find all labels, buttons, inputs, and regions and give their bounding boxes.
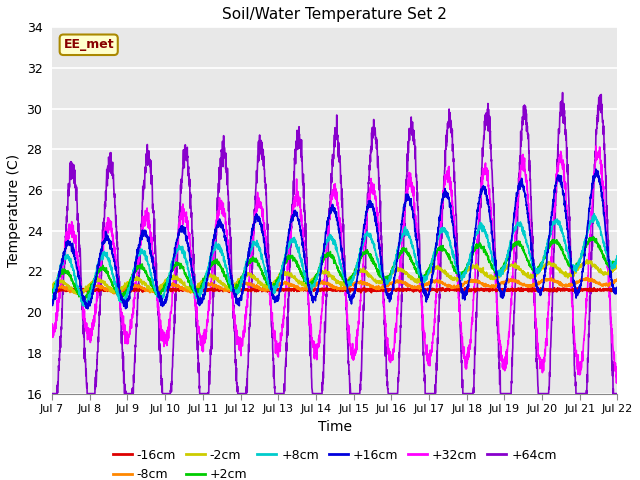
+8cm bbox=[265, 285, 273, 291]
+16cm bbox=[84, 306, 92, 312]
-8cm bbox=[290, 284, 298, 289]
-8cm bbox=[603, 280, 611, 286]
-16cm bbox=[290, 287, 298, 293]
Line: -8cm: -8cm bbox=[52, 277, 618, 294]
+32cm bbox=[603, 241, 611, 247]
-8cm bbox=[147, 289, 154, 295]
-8cm bbox=[72, 291, 80, 297]
+32cm bbox=[614, 375, 621, 381]
X-axis label: Time: Time bbox=[318, 420, 352, 433]
-2cm bbox=[265, 283, 273, 289]
-2cm bbox=[147, 286, 154, 292]
-16cm bbox=[113, 286, 120, 292]
-16cm bbox=[603, 288, 611, 293]
-8cm bbox=[265, 287, 273, 293]
+64cm bbox=[113, 236, 120, 242]
-2cm bbox=[614, 263, 621, 269]
-16cm bbox=[48, 288, 56, 294]
+8cm bbox=[48, 299, 56, 304]
+64cm bbox=[603, 204, 611, 210]
+8cm bbox=[614, 257, 621, 263]
-8cm bbox=[48, 286, 56, 291]
+16cm bbox=[603, 238, 611, 244]
+2cm bbox=[603, 260, 611, 265]
+32cm bbox=[48, 321, 56, 327]
+32cm bbox=[592, 143, 600, 149]
+16cm bbox=[48, 300, 56, 305]
+32cm bbox=[289, 207, 297, 213]
Line: -2cm: -2cm bbox=[52, 260, 618, 294]
Line: +8cm: +8cm bbox=[52, 214, 618, 307]
-2cm bbox=[75, 291, 83, 297]
+64cm bbox=[559, 90, 566, 96]
+32cm bbox=[265, 276, 273, 282]
+8cm bbox=[603, 250, 611, 255]
-2cm bbox=[113, 289, 120, 295]
+64cm bbox=[541, 391, 549, 396]
+2cm bbox=[290, 256, 298, 262]
-2cm bbox=[542, 262, 550, 267]
Title: Soil/Water Temperature Set 2: Soil/Water Temperature Set 2 bbox=[222, 7, 447, 22]
Line: +64cm: +64cm bbox=[52, 93, 618, 394]
-2cm bbox=[290, 275, 298, 280]
+2cm bbox=[80, 297, 88, 303]
-8cm bbox=[614, 277, 621, 283]
-16cm bbox=[542, 287, 550, 292]
-16cm bbox=[614, 288, 621, 294]
+16cm bbox=[113, 272, 120, 277]
+2cm bbox=[589, 234, 597, 240]
+32cm bbox=[147, 232, 154, 238]
+2cm bbox=[614, 257, 621, 263]
+32cm bbox=[612, 380, 620, 386]
+8cm bbox=[542, 251, 550, 256]
Text: EE_met: EE_met bbox=[63, 38, 114, 51]
+8cm bbox=[591, 211, 598, 216]
+16cm bbox=[592, 166, 600, 172]
-8cm bbox=[584, 275, 591, 280]
+8cm bbox=[82, 304, 90, 310]
Line: +16cm: +16cm bbox=[52, 169, 618, 309]
-16cm bbox=[265, 285, 273, 290]
Line: -16cm: -16cm bbox=[52, 287, 618, 293]
Line: +32cm: +32cm bbox=[52, 146, 618, 383]
+64cm bbox=[265, 252, 273, 258]
+64cm bbox=[48, 391, 56, 396]
+64cm bbox=[147, 163, 154, 168]
+8cm bbox=[290, 238, 298, 243]
+8cm bbox=[147, 267, 154, 273]
-16cm bbox=[186, 284, 194, 290]
+32cm bbox=[541, 348, 549, 353]
-16cm bbox=[357, 290, 365, 296]
Y-axis label: Temperature (C): Temperature (C) bbox=[7, 154, 21, 267]
Line: +2cm: +2cm bbox=[52, 237, 618, 300]
Legend: -16cm, -8cm, -2cm, +2cm, +8cm, +16cm, +32cm, +64cm: -16cm, -8cm, -2cm, +2cm, +8cm, +16cm, +3… bbox=[108, 444, 562, 480]
+16cm bbox=[290, 212, 298, 217]
+16cm bbox=[614, 285, 621, 291]
+2cm bbox=[265, 283, 273, 288]
+2cm bbox=[48, 288, 56, 294]
+2cm bbox=[147, 281, 154, 287]
+8cm bbox=[113, 291, 120, 297]
+64cm bbox=[289, 179, 297, 185]
-2cm bbox=[583, 257, 591, 263]
-2cm bbox=[48, 283, 56, 288]
+16cm bbox=[147, 252, 154, 257]
-8cm bbox=[542, 277, 550, 283]
-8cm bbox=[113, 289, 120, 295]
+2cm bbox=[113, 287, 120, 293]
+32cm bbox=[113, 264, 120, 269]
-16cm bbox=[147, 288, 154, 294]
+16cm bbox=[542, 265, 550, 271]
+64cm bbox=[614, 391, 621, 396]
-2cm bbox=[603, 271, 611, 277]
+2cm bbox=[542, 252, 550, 258]
+16cm bbox=[265, 272, 273, 277]
